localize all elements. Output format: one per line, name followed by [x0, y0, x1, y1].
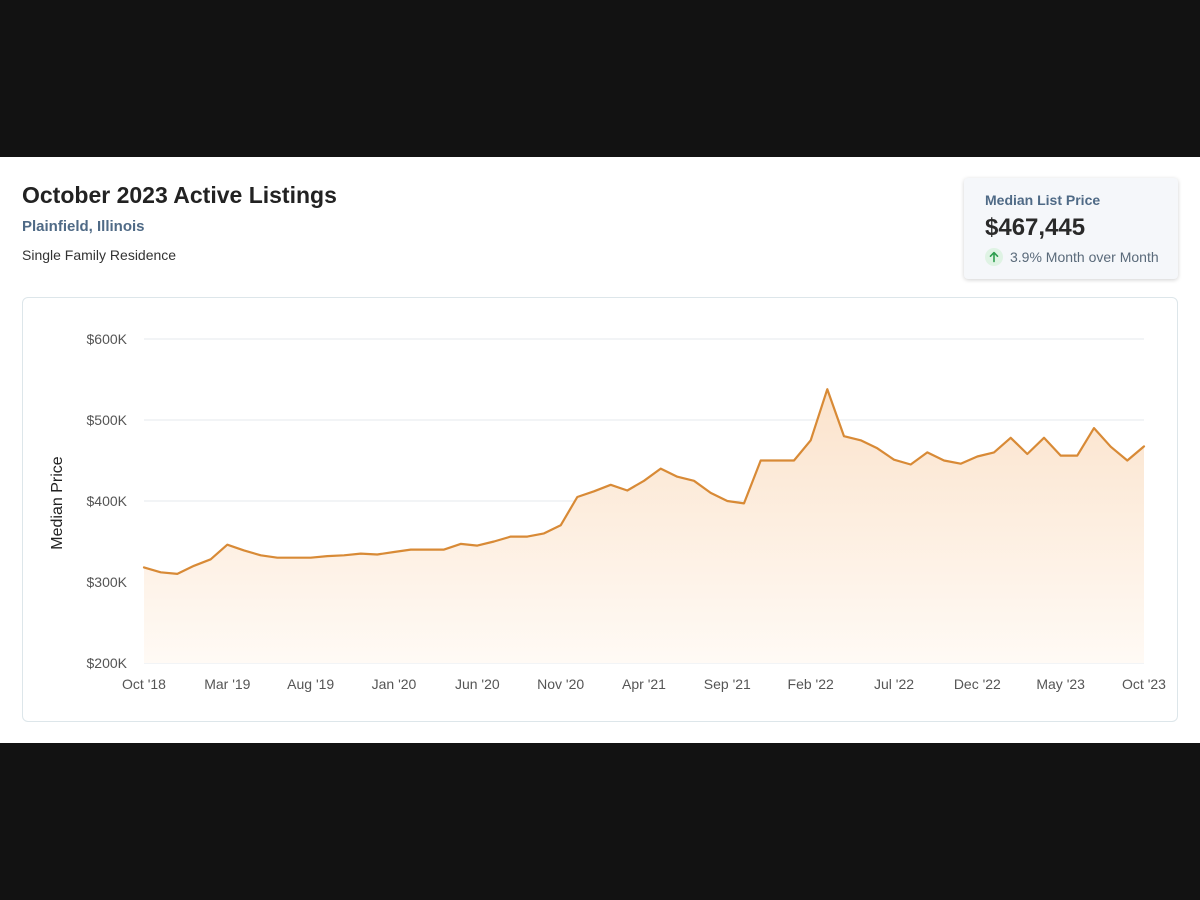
- x-tick-label: Feb '22: [788, 676, 834, 692]
- median-price-chart: $200K $300K $400K $500K $600K Median Price Oct…: [49, 331, 1166, 692]
- stat-value: $467,445: [985, 214, 1086, 241]
- stat-label: Median List Price: [985, 192, 1101, 208]
- x-tick-label: Oct '23: [1122, 676, 1166, 692]
- x-tick-label: May '23: [1036, 676, 1085, 692]
- y-tick-label: $400K: [87, 493, 128, 509]
- stat-change: 3.9% Month over Month: [985, 248, 1159, 266]
- x-tick-label: Jun '20: [455, 676, 500, 692]
- x-tick-label: Sep '21: [704, 676, 751, 692]
- x-tick-label: Aug '19: [287, 676, 334, 692]
- median-price-card: Median List Price $467,445 3.9% Month ov…: [964, 178, 1178, 279]
- y-tick-label: $600K: [87, 331, 128, 347]
- x-tick-label: Nov '20: [537, 676, 584, 692]
- x-tick-label: Jul '22: [874, 676, 914, 692]
- x-tick-label: Dec '22: [954, 676, 1001, 692]
- listings-panel: October 2023 Active Listings Plainfield,…: [0, 157, 1200, 743]
- x-tick-label: Mar '19: [204, 676, 250, 692]
- stat-change-text: 3.9% Month over Month: [1010, 249, 1159, 265]
- property-type-label: Single Family Residence: [22, 247, 177, 263]
- location-label: Plainfield, Illinois: [22, 218, 145, 235]
- x-tick-label: Apr '21: [622, 676, 666, 692]
- median-price-line: [142, 388, 1146, 575]
- y-axis-label: Median Price: [49, 456, 66, 549]
- x-tick-label: Oct '18: [122, 676, 166, 692]
- arrow-up-icon: [985, 248, 1003, 266]
- y-tick-label: $500K: [87, 412, 128, 428]
- y-tick-label: $300K: [87, 574, 128, 590]
- x-tick-label: Jan '20: [372, 676, 417, 692]
- chart-card: $200K $300K $400K $500K $600K Median Price Oct…: [22, 297, 1178, 722]
- price-area-fill: [144, 389, 1144, 663]
- y-tick-label: $200K: [87, 655, 128, 671]
- page-title: October 2023 Active Listings: [22, 182, 337, 208]
